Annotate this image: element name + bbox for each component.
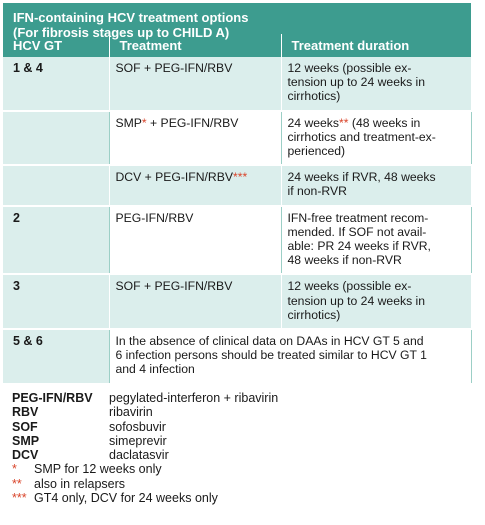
- duration-line: tension up to 24 weeks in: [287, 293, 426, 308]
- table-title-line1: IFN-containing HCV treatment options: [13, 10, 249, 25]
- legend-item: SMP simeprevir: [12, 434, 278, 448]
- duration-line: tension up to 24 weeks in: [287, 75, 426, 90]
- duration-line: 48 weeks if non-RVR: [287, 253, 402, 268]
- treatment-text: PEG-IFN/RBV: [115, 210, 194, 225]
- duration-text: 24 weeks: [287, 115, 340, 130]
- col-header-treatment: Treatment: [108, 34, 281, 57]
- duration-line: 12 weeks (possible ex-: [287, 279, 412, 294]
- treatment-cell: DCV + PEG-IFN/RBV***: [108, 165, 281, 207]
- duration-line: able: PR 24 weeks if RVR,: [287, 239, 431, 254]
- footnote-mark: **: [12, 476, 22, 491]
- footnote-marker: *: [141, 115, 147, 130]
- table-row: 2 PEG-IFN/RBV IFN-free treatment recom- …: [3, 205, 472, 276]
- col-header-duration: Treatment duration: [280, 34, 471, 57]
- footnote-marker: ***: [233, 170, 248, 185]
- treatment-cell: PEG-IFN/RBV: [108, 205, 281, 276]
- treatment-cell: SMP* + PEG-IFN/RBV: [108, 110, 281, 167]
- legend-key: DCV: [12, 448, 39, 463]
- footnote-item: *** GT4 only, DCV for 24 weeks only: [12, 491, 278, 505]
- footnote-mark: ***: [12, 491, 27, 506]
- table-row: DCV + PEG-IFN/RBV*** 24 weeks if RVR, 48…: [3, 165, 471, 207]
- duration-text: (48 weeks in: [348, 115, 421, 130]
- treatment-table-panel: IFN-containing HCV treatment options (Fo…: [3, 3, 472, 385]
- gt-cell: 3: [3, 274, 109, 331]
- legend-key: SOF: [12, 419, 38, 434]
- duration-line: mended. If SOF not avail-: [287, 224, 427, 239]
- treatment-text: DCV + PEG-IFN/RBV: [115, 170, 234, 185]
- duration-cell: IFN-free treatment recom- mended. If SOF…: [280, 205, 472, 276]
- legend-key: SMP: [12, 433, 40, 448]
- gt-cell: [3, 165, 109, 207]
- table-row: 5 & 6 In the absence of clinical data on…: [3, 329, 472, 385]
- duration-line: cirrhotics): [287, 307, 341, 322]
- note-cell: In the absence of clinical data on DAAs …: [108, 329, 472, 385]
- legend-item: DCV daclatasvir: [12, 448, 278, 462]
- treatment-text: SMP: [115, 115, 142, 130]
- gt-cell: 1 & 4: [3, 57, 109, 112]
- duration-cell: 24 weeks if RVR, 48 weeks if non-RVR: [280, 165, 471, 207]
- footnote-marker: **: [339, 115, 349, 130]
- footnote-text: SMP for 12 weeks only: [34, 462, 162, 477]
- legend-value: ribavirin: [109, 405, 153, 420]
- duration-line: 12 weeks (possible ex-: [287, 61, 412, 75]
- table-title: IFN-containing HCV treatment options (Fo…: [3, 3, 471, 40]
- table-row: 3 SOF + PEG-IFN/RBV 12 weeks (possible e…: [3, 274, 471, 331]
- table-row: SMP* + PEG-IFN/RBV 24 weeks** (48 weeks …: [3, 110, 472, 167]
- duration-line: cirrhotics and treatment-ex-: [287, 129, 436, 144]
- legend-value: sofosbuvir: [109, 419, 166, 434]
- table-title-line2: (For fibrosis stages up to CHILD A): [13, 25, 230, 40]
- gt-cell: [3, 110, 109, 167]
- treatment-cell: SOF + PEG-IFN/RBV: [108, 274, 281, 331]
- treatment-cell: SOF + PEG-IFN/RBV: [108, 57, 281, 112]
- duration-line: cirrhotics): [287, 89, 341, 104]
- col-header-gt: HCV GT: [3, 34, 109, 57]
- legend-key: RBV: [12, 405, 39, 420]
- duration-cell: 12 weeks (possible ex- tension up to 24 …: [280, 274, 471, 331]
- duration-line: 24 weeks** (48 weeks in: [288, 116, 465, 130]
- abbreviation-legend: PEG-IFN/RBV pegylated-interferon + ribavi…: [12, 391, 278, 505]
- treatment-text: + PEG-IFN/RBV: [146, 115, 239, 130]
- footnote-mark: *: [12, 462, 17, 477]
- table-header-row: HCV GT Treatment Treatment duration: [3, 34, 471, 57]
- duration-line: 24 weeks if RVR, 48 weeks: [287, 170, 436, 185]
- legend-item: SOF sofosbuvir: [12, 420, 278, 434]
- note-line: In the absence of clinical data on DAAs …: [115, 334, 424, 349]
- note-line: and 4 infection: [115, 362, 195, 377]
- treatment-table: HCV GT Treatment Treatment duration 1 & …: [3, 34, 472, 385]
- gt-cell: 2: [3, 205, 109, 276]
- duration-cell: 24 weeks** (48 weeks in cirrhotics and t…: [280, 110, 472, 167]
- gt-cell: 5 & 6: [3, 329, 109, 385]
- table-row: 1 & 4 SOF + PEG-IFN/RBV 12 weeks (possib…: [3, 57, 471, 112]
- legend-value: daclatasvir: [109, 448, 169, 463]
- duration-line: if non-RVR: [287, 184, 347, 199]
- duration-line: IFN-free treatment recom-: [287, 210, 429, 225]
- treatment-text: SOF + PEG-IFN/RBV: [115, 61, 233, 75]
- legend-value: pegylated-interferon + ribavirin: [109, 391, 279, 405]
- footnote-item: * SMP for 12 weeks only: [12, 462, 278, 476]
- duration-cell: 12 weeks (possible ex- tension up to 24 …: [280, 57, 471, 112]
- footnote-item: ** also in relapsers: [12, 477, 278, 491]
- footnote-text: GT4 only, DCV for 24 weeks only: [34, 491, 218, 506]
- legend-value: simeprevir: [109, 433, 167, 448]
- legend-key: PEG-IFN/RBV: [12, 391, 93, 405]
- footnote-text: also in relapsers: [34, 476, 126, 491]
- legend-item: PEG-IFN/RBV pegylated-interferon + ribavi…: [12, 391, 278, 405]
- duration-line: perienced): [287, 144, 346, 159]
- treatment-text: SOF + PEG-IFN/RBV: [115, 279, 233, 294]
- note-line: 6 infection persons should be treated si…: [115, 348, 427, 363]
- legend-item: RBV ribavirin: [12, 405, 278, 419]
